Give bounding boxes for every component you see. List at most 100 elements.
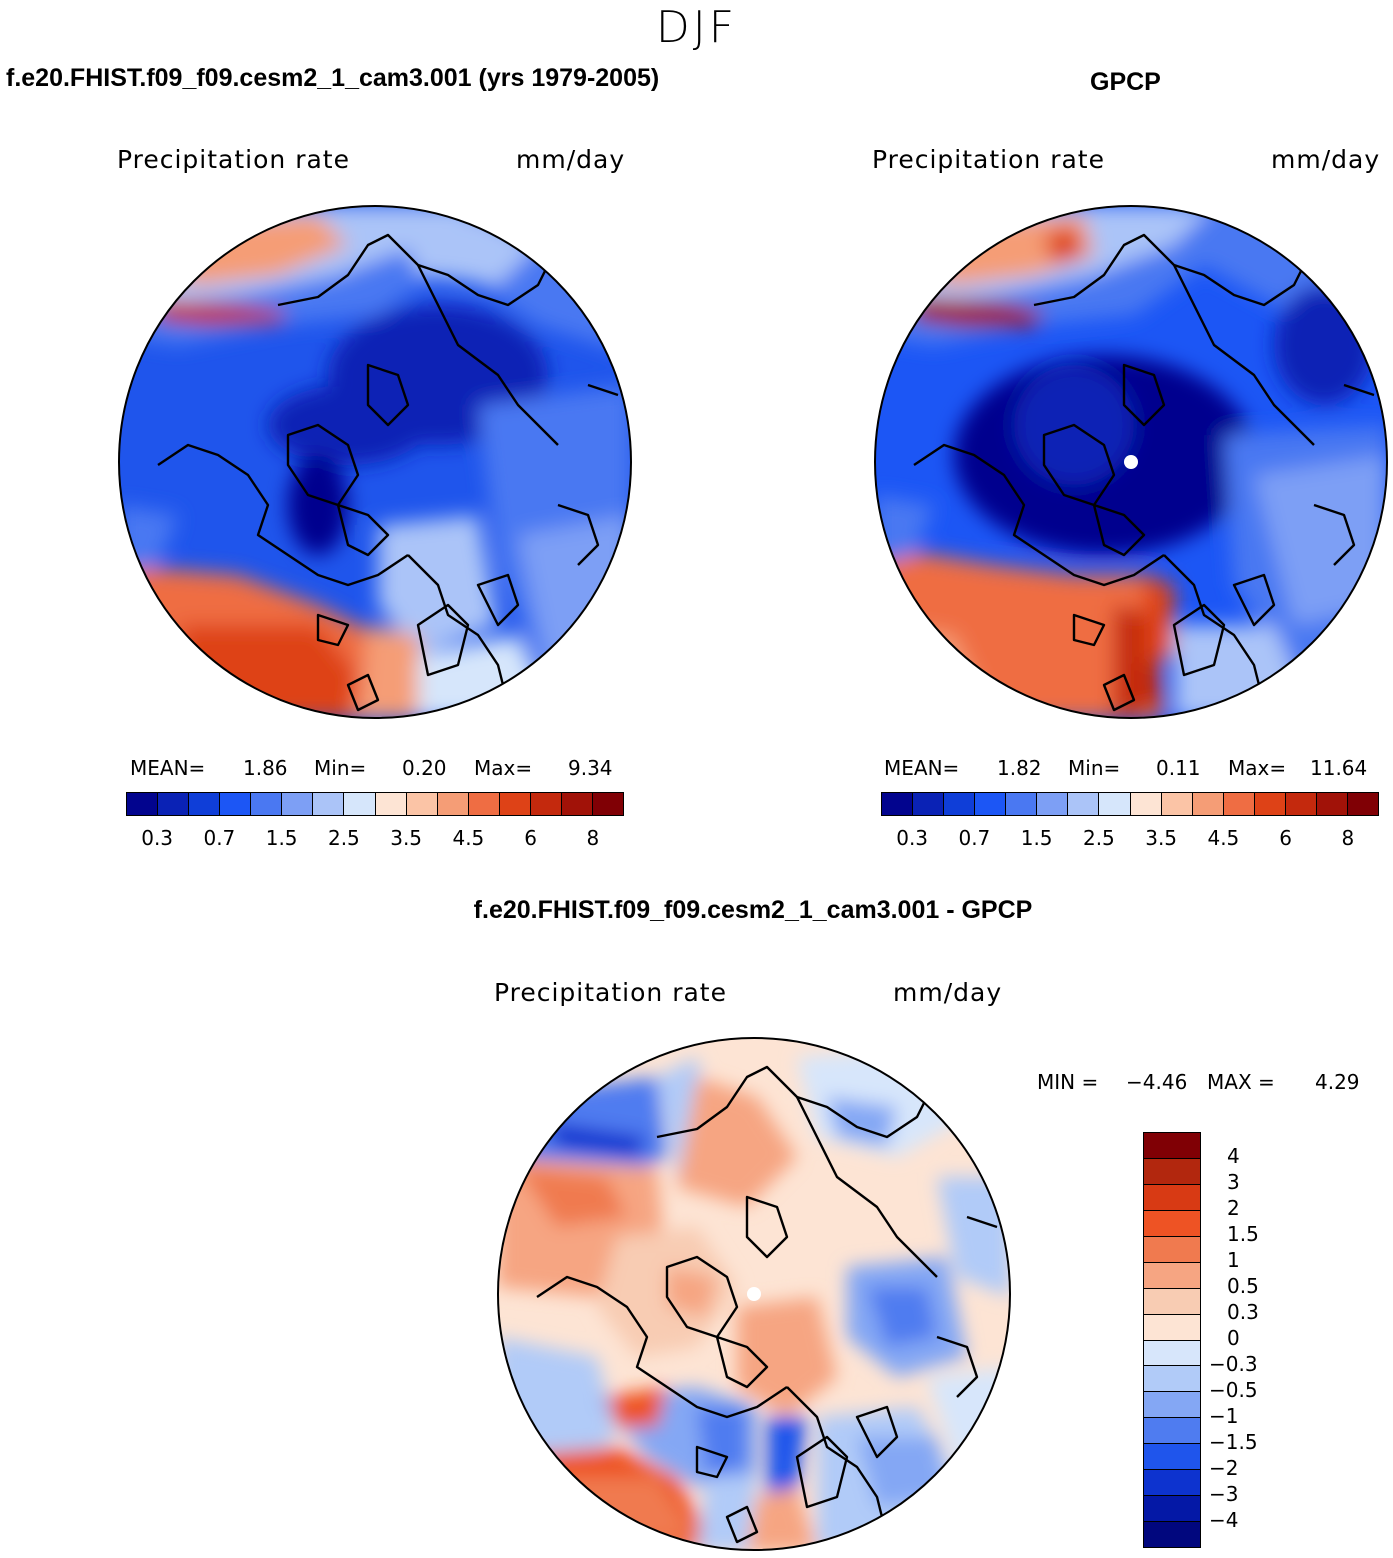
panel3-colorbar-swatch	[1144, 1184, 1200, 1211]
panel1-colorbar-swatch	[561, 793, 593, 815]
panel3-colorbar-swatch	[1144, 1522, 1200, 1547]
panel3-colorbar-tick-label: −1	[1209, 1404, 1239, 1428]
panel3-min-value: −4.46	[1126, 1070, 1188, 1094]
panel2-colorbar-swatch	[1068, 793, 1100, 815]
panel1-colorbar-tick-label: 3.5	[390, 826, 423, 850]
panel2-colorbar-tick-label: 8	[1341, 826, 1355, 850]
panel2-colorbar-swatch	[882, 793, 914, 815]
panel1-colorbar-tick-label: 8	[586, 826, 600, 850]
panel1-mean-value: 1.86	[243, 756, 288, 780]
panel3-colorbar-tick-label: 2	[1227, 1196, 1240, 1220]
panel2-colorbar-swatch	[1161, 793, 1193, 815]
panel2-title: GPCP	[1090, 68, 1161, 96]
panel2-variable-label: Precipitation rate	[872, 145, 1105, 174]
panel1-variable-label: Precipitation rate	[117, 145, 350, 174]
panel2-colorbar-swatch	[1130, 793, 1162, 815]
panel3-max-label: MAX =	[1207, 1070, 1275, 1094]
panel2-units-label: mm/day	[1271, 145, 1381, 174]
panel3-colorbar-tick-label: −2	[1209, 1456, 1239, 1480]
panel3-colorbar-tick-label: −0.3	[1209, 1352, 1258, 1376]
panel2-polar-map	[874, 205, 1388, 719]
panel2-colorbar-swatch	[1285, 793, 1317, 815]
panel3-colorbar	[1143, 1132, 1201, 1548]
panel3-colorbar-tick-label: −1.5	[1209, 1430, 1258, 1454]
panel2-colorbar-swatch	[1254, 793, 1286, 815]
panel1-colorbar-swatch	[251, 793, 283, 815]
panel3-colorbar-tick-label: 3	[1227, 1170, 1240, 1194]
panel1-title: f.e20.FHIST.f09_f09.cesm2_1_cam3.001 (yr…	[6, 64, 660, 92]
panel1-min-label: Min=	[314, 756, 367, 780]
panel3-polar-map	[497, 1037, 1011, 1551]
panel2-colorbar-swatch	[975, 793, 1007, 815]
panel3-colorbar-swatch	[1144, 1444, 1200, 1471]
panel2-colorbar-tick-label: 6	[1279, 826, 1292, 850]
panel3-units-label: mm/day	[893, 978, 1003, 1007]
panel2-colorbar-swatch	[1223, 793, 1255, 815]
panel1-colorbar-swatch	[344, 793, 376, 815]
panel1-colorbar-swatch	[127, 793, 159, 815]
panel2-min-value: 0.11	[1156, 756, 1201, 780]
panel3-colorbar-tick-label: −0.5	[1209, 1378, 1258, 1402]
panel3-colorbar-tick-label: 0	[1227, 1326, 1240, 1350]
panel3-colorbar-tick-label: 0.5	[1227, 1274, 1259, 1298]
panel1-colorbar-swatch	[437, 793, 469, 815]
panel3-pole-marker	[747, 1287, 761, 1301]
panel1-colorbar-swatch	[499, 793, 531, 815]
panel1-colorbar-swatch	[189, 793, 221, 815]
panel1-colorbar-tick-label: 4.5	[452, 826, 485, 850]
panel2-colorbar-tick-label: 4.5	[1207, 826, 1240, 850]
panel2-pole-marker	[1124, 455, 1138, 469]
panel1-colorbar-swatch	[220, 793, 252, 815]
panel1-colorbar-tick-label: 0.7	[203, 826, 236, 850]
panel1-colorbar-swatch	[530, 793, 562, 815]
panel2-colorbar-swatch	[913, 793, 945, 815]
panel3-colorbar-swatch	[1144, 1236, 1200, 1263]
panel3-min-label: MIN =	[1037, 1070, 1099, 1094]
panel1-colorbar	[126, 792, 624, 816]
panel3-colorbar-tick-label: 0.3	[1227, 1300, 1259, 1324]
panel3-colorbar-tick-label: −3	[1209, 1482, 1239, 1506]
panel3-colorbar-swatch	[1144, 1418, 1200, 1445]
panel3-colorbar-swatch	[1144, 1158, 1200, 1185]
panel3-colorbar-swatch	[1144, 1288, 1200, 1315]
panel2-mean-label: MEAN=	[884, 756, 960, 780]
panel2-colorbar-tick-label: 0.3	[896, 826, 929, 850]
panel2-colorbar-swatch	[944, 793, 976, 815]
panel2-colorbar	[881, 792, 1379, 816]
panel1-colorbar-tick-label: 0.3	[141, 826, 174, 850]
panel1-polar-map	[118, 205, 632, 719]
panel2-max-label: Max=	[1228, 756, 1287, 780]
panel3-colorbar-swatch	[1144, 1340, 1200, 1367]
panel3-colorbar-swatch	[1144, 1366, 1200, 1393]
panel2-colorbar-tick-label: 0.7	[958, 826, 991, 850]
panel1-colorbar-swatch	[375, 793, 407, 815]
panel3-colorbar-swatch	[1144, 1470, 1200, 1497]
panel2-colorbar-swatch	[1099, 793, 1131, 815]
panel1-max-label: Max=	[474, 756, 533, 780]
panel3-variable-label: Precipitation rate	[494, 978, 727, 1007]
panel2-mean-value: 1.82	[997, 756, 1042, 780]
panel1-colorbar-swatch	[468, 793, 500, 815]
panel2-min-label: Min=	[1068, 756, 1121, 780]
season-title: DJF	[655, 2, 738, 53]
panel3-colorbar-swatch	[1144, 1133, 1200, 1159]
panel1-max-value: 9.34	[568, 756, 613, 780]
panel1-mean-label: MEAN=	[130, 756, 206, 780]
panel1-colorbar-swatch	[282, 793, 314, 815]
panel1-colorbar-tick-label: 6	[524, 826, 537, 850]
panel2-colorbar-swatch	[1006, 793, 1038, 815]
panel3-colorbar-swatch	[1144, 1314, 1200, 1341]
panel1-units-label: mm/day	[516, 145, 626, 174]
panel3-colorbar-swatch	[1144, 1210, 1200, 1237]
panel2-max-value: 11.64	[1310, 756, 1368, 780]
panel2-colorbar-swatch	[1037, 793, 1069, 815]
panel2-colorbar-tick-label: 3.5	[1145, 826, 1178, 850]
panel1-colorbar-swatch	[313, 793, 345, 815]
panel2-colorbar-swatch	[1192, 793, 1224, 815]
panel2-colorbar-tick-label: 1.5	[1020, 826, 1053, 850]
panel3-colorbar-tick-label: 1.5	[1227, 1222, 1259, 1246]
panel1-colorbar-tick-label: 1.5	[265, 826, 298, 850]
panel2-colorbar-swatch	[1316, 793, 1348, 815]
panel2-colorbar-tick-label: 2.5	[1082, 826, 1115, 850]
panel2-colorbar-swatch	[1347, 793, 1378, 815]
